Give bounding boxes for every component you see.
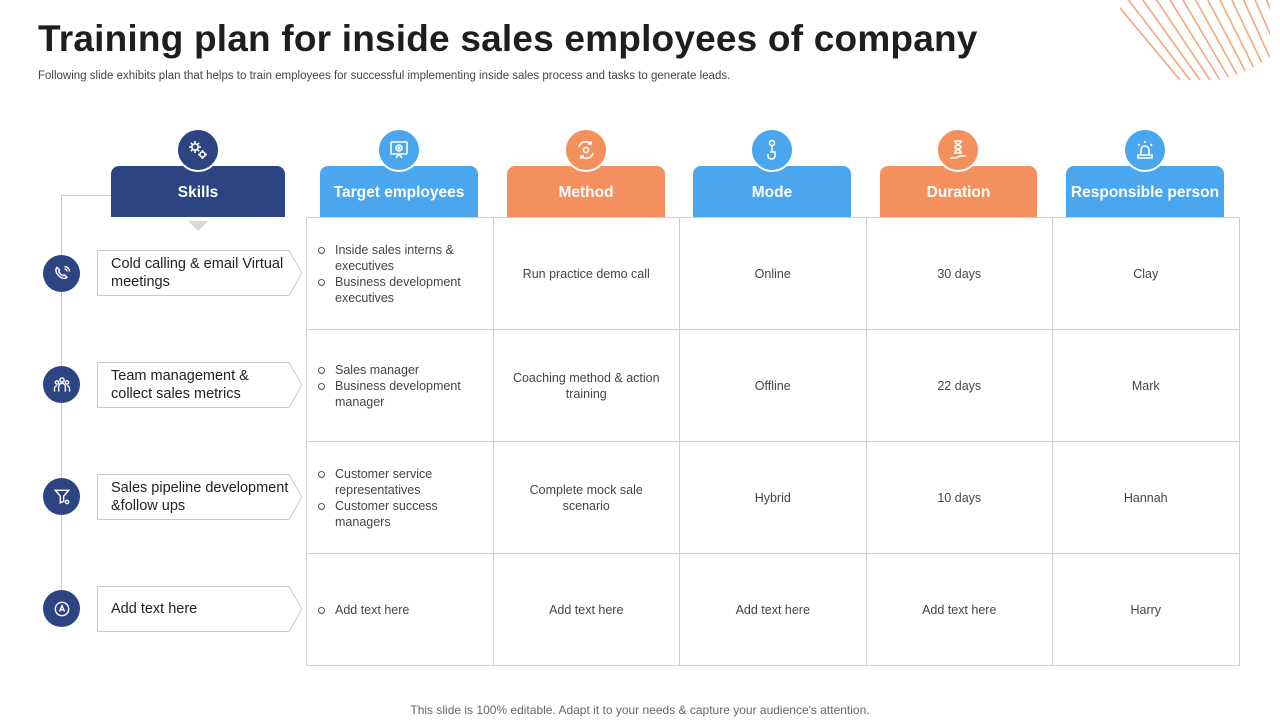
person-cell: Clay (1052, 217, 1240, 330)
tree-connector-top (61, 195, 111, 196)
skill-item: Team management & collect sales metrics (97, 362, 303, 408)
list-item: Business development manager (317, 378, 483, 410)
footer-note: This slide is 100% editable. Adapt it to… (410, 703, 870, 717)
page-subtitle: Following slide exhibits plan that helps… (38, 70, 731, 82)
mode-cell: Add text here (679, 553, 867, 666)
list-item: Add text here (317, 602, 483, 618)
header-mode: Mode (693, 166, 851, 217)
duration-cell: 10 days (865, 441, 1053, 554)
mode-cell: Hybrid (679, 441, 867, 554)
method-cell: Coaching method & action training (492, 329, 680, 442)
duration-cell: Add text here (865, 553, 1053, 666)
person-cell: Mark (1052, 329, 1240, 442)
duration-cell: 22 days (865, 329, 1053, 442)
mode-cell: Offline (679, 329, 867, 442)
table-row: Inside sales interns & executives Busine… (306, 217, 1240, 330)
target-employees-cell: Customer service representatives Custome… (306, 441, 494, 554)
skill-item: Sales pipeline development &follow ups (97, 474, 303, 520)
header-target-employees: Target employees (320, 166, 478, 217)
person-cell: Hannah (1052, 441, 1240, 554)
skill-label: Cold calling & email Virtual meetings (111, 256, 284, 290)
target-employees-cell: Sales manager Business development manag… (306, 329, 494, 442)
person-cell: Harry (1052, 553, 1240, 666)
skill-label: Team management & collect sales metrics (111, 368, 249, 402)
team-icon (43, 366, 80, 403)
gears-icon (176, 128, 220, 172)
presentation-target-icon (377, 128, 421, 172)
hand-pointer-icon (750, 128, 794, 172)
decorative-stripes (1120, 0, 1270, 80)
method-cell: Add text here (492, 553, 680, 666)
funnel-gear-icon (43, 478, 80, 515)
cycle-arrows-icon (564, 128, 608, 172)
phone-hand-icon (43, 255, 80, 292)
list-item: Business development executives (317, 274, 483, 306)
method-cell: Run practice demo call (492, 217, 680, 330)
header-skills: Skills (111, 166, 285, 217)
header-duration: Duration (880, 166, 1037, 217)
translate-icon (43, 590, 80, 627)
mode-cell: Online (679, 217, 867, 330)
skill-label: Add text here (111, 601, 198, 617)
list-item: Inside sales interns & executives (317, 242, 483, 274)
table-row: Sales manager Business development manag… (306, 329, 1240, 442)
page-title: Training plan for inside sales employees… (38, 18, 978, 59)
list-item: Customer success managers (317, 498, 483, 530)
list-item: Sales manager (317, 362, 483, 378)
header-responsible-person: Responsible person (1066, 166, 1224, 217)
header-method: Method (507, 166, 665, 217)
duration-cell: 30 days (865, 217, 1053, 330)
hourglass-hand-icon (936, 128, 980, 172)
table-row: Add text here Add text here Add text her… (306, 553, 1240, 666)
method-cell: Complete mock sale scenario (492, 441, 680, 554)
skill-label: Sales pipeline development &follow ups (111, 480, 289, 514)
list-item: Customer service representatives (317, 466, 483, 498)
skill-item: Add text here (97, 586, 303, 632)
training-table: Inside sales interns & executives Busine… (306, 217, 1240, 666)
target-employees-cell: Inside sales interns & executives Busine… (306, 217, 494, 330)
skill-item: Cold calling & email Virtual meetings (97, 250, 303, 296)
skills-pointer (188, 221, 208, 231)
table-row: Customer service representatives Custome… (306, 441, 1240, 554)
target-employees-cell: Add text here (306, 553, 494, 666)
siren-icon (1123, 128, 1167, 172)
